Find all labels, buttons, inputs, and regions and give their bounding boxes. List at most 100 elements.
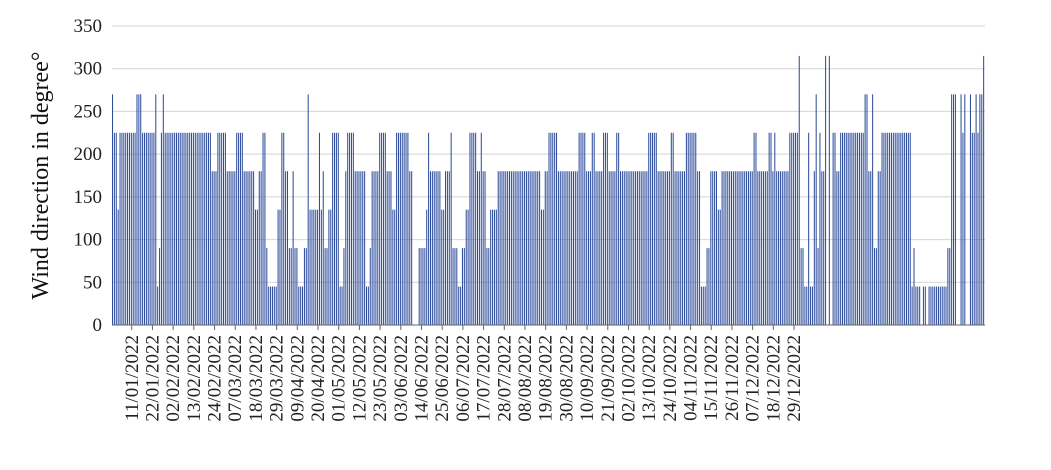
- x-tick-label: 24/10/2022: [660, 335, 681, 422]
- bar: [508, 171, 511, 325]
- bar: [843, 132, 845, 325]
- bar: [497, 171, 499, 325]
- bar: [800, 248, 802, 325]
- bar: [537, 171, 539, 325]
- bar: [550, 132, 552, 325]
- bar: [911, 286, 913, 325]
- bar: [298, 286, 300, 325]
- bar: [973, 132, 975, 325]
- bar: [571, 171, 573, 325]
- bar: [890, 132, 892, 325]
- bar: [746, 171, 748, 325]
- bar: [872, 94, 874, 325]
- bar: [117, 209, 119, 325]
- bar: [885, 132, 887, 325]
- bar: [377, 171, 379, 325]
- bar: [595, 171, 597, 325]
- bar: [919, 286, 921, 325]
- bar: [670, 132, 672, 325]
- bar: [889, 132, 891, 325]
- bar: [589, 171, 591, 325]
- bar: [317, 209, 319, 325]
- bar: [655, 132, 657, 325]
- bar: [420, 248, 422, 325]
- bar: [762, 171, 765, 325]
- bar: [149, 132, 151, 325]
- bar: [313, 209, 315, 325]
- x-tick-label: 09/04/2022: [287, 335, 308, 422]
- bar: [335, 132, 337, 325]
- bar: [659, 171, 661, 325]
- bar: [366, 286, 368, 325]
- bar: [584, 132, 586, 325]
- bar: [962, 132, 964, 325]
- bar: [454, 248, 456, 325]
- bar: [507, 171, 509, 325]
- x-tick-label: 03/06/2022: [391, 335, 412, 422]
- bar: [345, 171, 347, 325]
- bar: [266, 248, 268, 325]
- bar: [849, 132, 851, 325]
- bar: [132, 132, 134, 325]
- bar: [657, 171, 659, 325]
- bar: [164, 132, 166, 325]
- x-tick-label: 14/06/2022: [412, 335, 433, 422]
- bar: [520, 171, 522, 325]
- bar: [475, 132, 477, 325]
- bar: [644, 171, 646, 325]
- bar: [770, 132, 772, 325]
- bar: [177, 132, 179, 325]
- bar: [981, 94, 983, 325]
- bar: [540, 209, 542, 325]
- bar: [941, 286, 943, 325]
- bar: [772, 171, 774, 325]
- bar: [546, 171, 548, 325]
- bar: [510, 171, 512, 325]
- bar: [834, 132, 836, 325]
- bar: [922, 286, 924, 325]
- bar: [631, 171, 633, 325]
- bar: [642, 171, 644, 325]
- bar: [905, 132, 908, 325]
- bar: [618, 132, 620, 325]
- bar: [561, 171, 563, 325]
- bar: [755, 132, 757, 325]
- bar: [362, 171, 364, 325]
- bar: [819, 132, 821, 325]
- bar: [318, 132, 320, 325]
- bar: [879, 171, 881, 325]
- bar: [223, 132, 225, 325]
- bar: [836, 171, 838, 325]
- bar: [623, 171, 625, 325]
- bar: [292, 171, 294, 325]
- bar: [422, 248, 424, 325]
- bar: [375, 171, 377, 325]
- bar: [736, 171, 738, 325]
- bar: [845, 132, 847, 325]
- bar: [358, 171, 360, 325]
- bar: [285, 171, 287, 325]
- bar: [418, 248, 420, 325]
- bar: [821, 171, 823, 325]
- bar: [759, 171, 761, 325]
- bar: [302, 286, 304, 325]
- bar: [738, 171, 740, 325]
- bar: [121, 132, 123, 325]
- bar: [648, 132, 650, 325]
- bar: [717, 209, 719, 325]
- bar: [189, 132, 191, 325]
- bar: [932, 286, 934, 325]
- bar: [356, 171, 358, 325]
- bar: [524, 171, 526, 325]
- bar: [175, 132, 177, 325]
- bar: [604, 132, 606, 325]
- bar: [781, 171, 783, 325]
- bar: [667, 171, 669, 325]
- bar: [480, 132, 482, 325]
- bar: [127, 132, 129, 325]
- bar: [744, 171, 746, 325]
- bar: [352, 132, 354, 325]
- x-tick-label: 17/07/2022: [474, 335, 495, 422]
- bar: [937, 286, 939, 325]
- bar: [971, 132, 973, 325]
